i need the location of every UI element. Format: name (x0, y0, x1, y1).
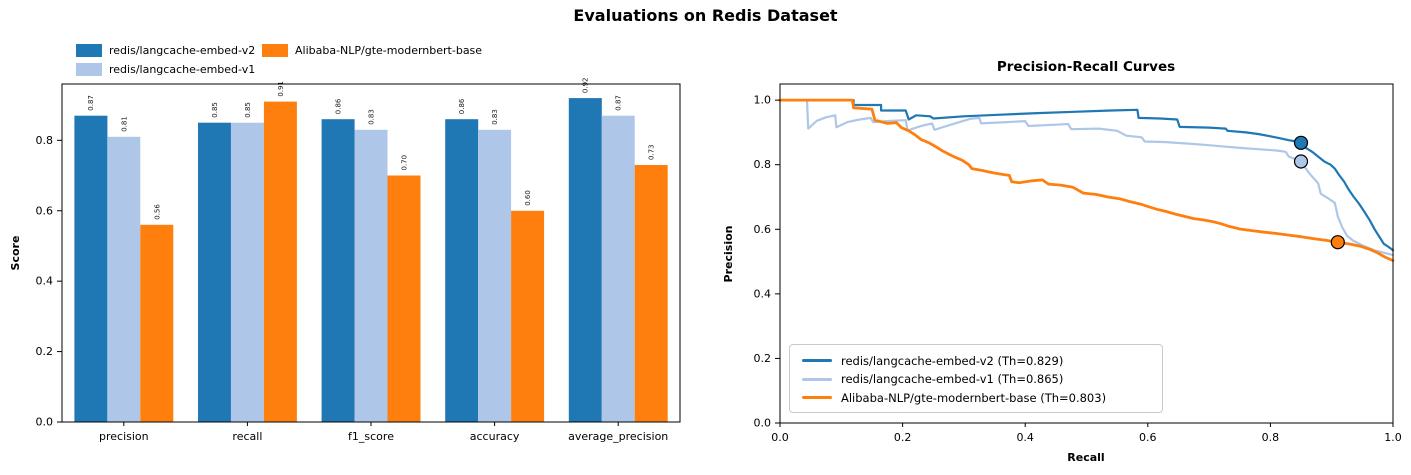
bar (74, 115, 108, 422)
bar (445, 119, 479, 422)
x-tick-label: 1.0 (1384, 431, 1402, 444)
pr-curve (778, 99, 1395, 252)
x-tick-label: 0.8 (1262, 431, 1280, 444)
bar (634, 165, 668, 422)
y-tick-label: 0.8 (754, 158, 772, 171)
x-tick-label: recall (232, 430, 262, 443)
bar-value-label: 0.60 (524, 190, 532, 206)
bar (354, 129, 388, 423)
pr-curve (778, 99, 1395, 257)
x-tick-label: 0.6 (1139, 431, 1157, 444)
bar-value-label: 0.56 (153, 204, 161, 220)
bar-ylabel: Score (9, 236, 22, 271)
pr-legend-label-modernbert: Alibaba-NLP/gte-modernbert-base (Th=0.80… (841, 390, 1107, 405)
bar-value-label: 0.73 (648, 144, 656, 160)
bar-value-label: 0.92 (582, 78, 590, 94)
legend-line-v2 (802, 359, 832, 362)
bar-value-label: 0.86 (334, 98, 342, 114)
bar-value-label: 0.87 (615, 95, 623, 111)
bar-value-label: 0.81 (120, 116, 128, 132)
pr-ylabel: Precision (722, 226, 735, 283)
x-tick-label: accuracy (470, 430, 520, 443)
bar-value-label: 0.83 (367, 109, 375, 125)
bar-value-label: 0.83 (491, 109, 499, 125)
y-tick-label: 0.2 (36, 345, 54, 358)
bar (568, 98, 602, 422)
legend-label-v1: redis/langcache-embed-v1 (109, 63, 256, 76)
bar (107, 136, 141, 423)
legend-label-v2: redis/langcache-embed-v2 (109, 44, 256, 57)
legend-label-modernbert: Alibaba-NLP/gte-modernbert-base (295, 44, 483, 57)
bar (387, 175, 421, 422)
pr-legend: redis/langcache-embed-v2 (Th=0.829) redi… (789, 344, 1163, 413)
x-tick-label: 0.0 (771, 431, 789, 444)
x-tick-label: f1_score (348, 430, 394, 443)
bar-chart-svg: Score 0.87 0.85 0.86 0.86 0.92 0.81 0.85 0.83 0.… (9, 78, 681, 443)
bar (230, 122, 264, 422)
threshold-marker (1293, 154, 1309, 169)
bar-value-label: 0.85 (244, 102, 252, 118)
bar-value-label: 0.87 (87, 95, 95, 111)
bar (263, 101, 297, 422)
y-tick-label: 0.0 (36, 416, 54, 429)
y-tick-label: 0.4 (754, 287, 772, 300)
y-tick-label: 0.6 (754, 223, 772, 236)
x-tick-label: precision (99, 430, 149, 443)
pr-legend-item-v1: redis/langcache-embed-v1 (Th=0.865) (802, 371, 1152, 388)
y-tick-label: 0.8 (36, 134, 54, 147)
legend-line-v1 (802, 377, 832, 381)
legend-line-modernbert (802, 396, 832, 399)
pr-chart-svg: Precision-Recall Curves Recall Precision… (722, 59, 1402, 464)
threshold-marker (1330, 235, 1345, 250)
y-tick-label: 0.0 (754, 417, 772, 430)
bar (478, 129, 512, 423)
bar (601, 115, 635, 422)
x-tick-label: 0.4 (1016, 431, 1033, 444)
x-tick-label: 0.2 (894, 431, 912, 444)
bar (140, 224, 174, 422)
pr-xlabel: Recall (1067, 451, 1104, 464)
pr-legend-item-modernbert: Alibaba-NLP/gte-modernbert-base (Th=0.80… (802, 389, 1152, 406)
y-tick-label: 0.2 (754, 352, 772, 365)
bar-legend-item-modernbert: Alibaba-NLP/gte-modernbert-base (262, 44, 482, 57)
legend-swatch-modernbert (262, 44, 288, 57)
legend-swatch-v1 (76, 63, 102, 76)
pr-chart-title: Precision-Recall Curves (997, 59, 1175, 75)
legend-swatch-v2 (76, 44, 102, 57)
pr-curve (778, 98, 1395, 262)
pr-legend-item-v2: redis/langcache-embed-v2 (Th=0.829) (802, 352, 1152, 369)
bar-value-label: 0.91 (277, 81, 285, 97)
bar-legend-item-v2: redis/langcache-embed-v2 (76, 44, 255, 57)
pr-legend-label-v2: redis/langcache-embed-v2 (Th=0.829) (841, 353, 1064, 368)
bar (198, 122, 231, 422)
pr-legend-label-v1: redis/langcache-embed-v1 (Th=0.865) (841, 372, 1064, 386)
bar-legend-item-v1: redis/langcache-embed-v1 (76, 63, 255, 76)
y-tick-label: 1.0 (754, 94, 772, 107)
bar (321, 119, 355, 422)
bar-value-label: 0.85 (211, 102, 219, 118)
x-tick-label: average_precision (568, 430, 668, 443)
figure-title: Evaluations on Redis Dataset (573, 6, 838, 25)
bar (511, 210, 545, 423)
pr-plot-frame (779, 83, 1394, 424)
y-tick-label: 0.4 (36, 275, 54, 288)
y-tick-label: 0.6 (36, 204, 54, 217)
threshold-marker (1293, 135, 1309, 150)
bar-value-label: 0.70 (400, 155, 408, 171)
bar-value-label: 0.86 (458, 98, 466, 114)
